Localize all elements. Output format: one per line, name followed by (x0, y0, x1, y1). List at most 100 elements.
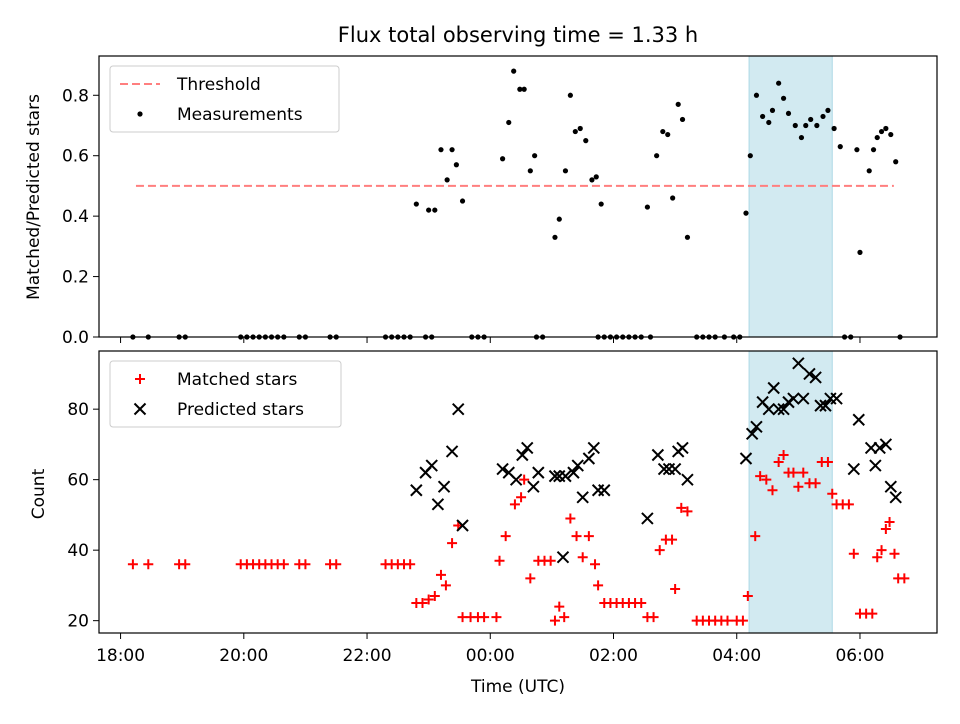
matched-stars-point (761, 474, 772, 485)
measurement-point (883, 125, 889, 132)
matched-stars-point (867, 608, 878, 619)
matched-stars-point (278, 559, 289, 570)
predicted-stars-point (576, 491, 589, 504)
matched-stars-point (737, 615, 748, 626)
y-tick-label: 20 (67, 612, 89, 632)
matched-stars-point (590, 559, 601, 570)
matched-stars-point (667, 534, 678, 545)
bottom-y-axis-label: Count (29, 468, 49, 519)
measurement-point (449, 147, 455, 153)
matched-stars-point (810, 478, 821, 489)
predicted-stars-point (750, 420, 763, 433)
measurement-point (583, 138, 589, 144)
measurement-point (499, 156, 506, 162)
matched-stars-point (500, 531, 511, 542)
matched-stars-point (565, 513, 576, 524)
matched-stars-point (827, 488, 838, 499)
measurement-point (665, 131, 671, 138)
measurement-point (831, 125, 837, 132)
predicted-stars-point (452, 402, 465, 416)
predicted-stars-point (668, 462, 682, 476)
matched-stars-point (872, 552, 883, 563)
matched-stars-point (843, 499, 854, 510)
predicted-stars-point (527, 480, 540, 493)
matched-stars-point (755, 471, 766, 482)
measurement-point (760, 113, 766, 120)
measurement-point (814, 122, 820, 129)
x-tick-label: 04:00 (712, 646, 761, 666)
predicted-stars-point (571, 459, 584, 472)
predicted-stars-point (847, 462, 861, 476)
measurement-point (413, 201, 419, 207)
matched-stars-point (549, 615, 560, 626)
matched-stars-point (435, 569, 446, 580)
matched-stars-point (654, 545, 665, 556)
measurement-point (506, 119, 512, 126)
matched-stars-point (143, 559, 154, 570)
measurement-point (527, 168, 533, 174)
predicted-stars-point (869, 459, 882, 472)
measurement-point (743, 210, 749, 216)
measurement-point (593, 174, 599, 180)
measurement-point (803, 122, 809, 129)
predicted-stars-point (516, 448, 529, 462)
predicted-stars-point (777, 402, 790, 416)
matched-stars-point (479, 612, 490, 623)
y-tick-label: 0.4 (62, 207, 89, 227)
predicted-stars-point (582, 452, 596, 465)
matched-stars-point (793, 481, 804, 492)
count-panel: 20 40 60 80 18:00 20:00 22:00 00:00 02:00 04:00 06… (67, 350, 938, 666)
predicted-stars-point (787, 392, 800, 405)
measurement-point (432, 207, 438, 213)
predicted-stars-point (772, 402, 785, 416)
predicted-stars-point (598, 484, 611, 497)
matched-stars-point (180, 559, 191, 570)
measurement-point (459, 198, 466, 204)
predicted-stars-point (532, 466, 545, 479)
legend-box (109, 65, 340, 133)
matched-stars-point (682, 506, 693, 517)
matched-stars-point (773, 457, 784, 468)
measurement-point (866, 168, 872, 174)
matched-stars-point (525, 573, 536, 584)
y-tick-label: 0.8 (62, 86, 89, 106)
predicted-stars-point (809, 371, 822, 384)
matched-stars-point (889, 548, 900, 559)
measurement-point (776, 80, 782, 86)
measurement-point (598, 201, 604, 207)
matched-stars-point (848, 548, 859, 559)
x-tick-label: 06:00 (835, 646, 884, 666)
matched-stars-point (798, 467, 809, 478)
measurement-point (888, 131, 894, 138)
matched-stars-point (778, 449, 789, 460)
measurement-point (670, 195, 676, 201)
matched-stars-point (516, 492, 527, 503)
measurement-point (684, 234, 691, 240)
matched-stars-point (300, 559, 311, 570)
predicted-stars-point (456, 519, 469, 532)
predicted-stars-point (739, 452, 753, 465)
legend-label: Predicted stars (177, 400, 304, 420)
predicted-stars-point (509, 473, 523, 486)
predicted-stars-point (521, 441, 534, 455)
x-tick-label: 20:00 (219, 646, 268, 666)
matched-stars-point (822, 457, 833, 468)
predicted-stars-point (879, 438, 893, 451)
matched-stars-point (447, 538, 458, 549)
predicted-stars-point (651, 448, 665, 462)
y-tick-label: 80 (67, 400, 89, 420)
matched-stars-point (876, 545, 887, 556)
measurement-point (747, 153, 753, 159)
matched-stars-point (636, 598, 647, 609)
matched-stars-point (742, 590, 753, 601)
matched-stars-point (676, 502, 687, 513)
matched-stars-point (899, 573, 910, 584)
measurement-point (785, 110, 792, 117)
measurement-point (825, 107, 831, 113)
matched-stars-point (509, 499, 520, 510)
y-tick-label: 60 (67, 471, 89, 491)
legend-label: Matched stars (177, 370, 297, 390)
predicted-stars-point (681, 473, 694, 486)
x-tick-label: 22:00 (343, 646, 392, 666)
measurement-point (837, 144, 843, 150)
